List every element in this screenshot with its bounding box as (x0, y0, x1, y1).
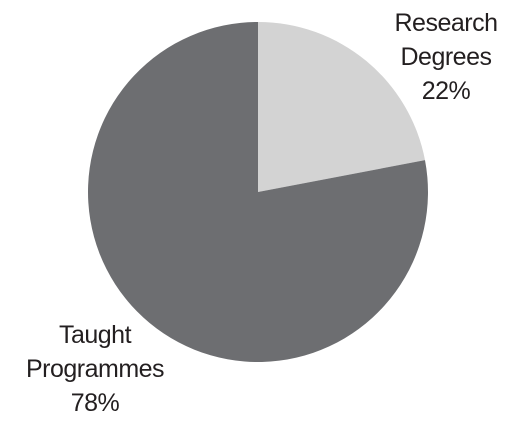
slice-label: Taught Programmes 78% (15, 318, 175, 420)
value-label: 78% (70, 389, 120, 417)
pie-slice (88, 22, 429, 363)
category-label: Research Degrees (394, 9, 499, 71)
pie-slice (258, 22, 425, 192)
slice-label: Research Degrees 22% (376, 6, 516, 108)
category-label: Taught Programmes (25, 321, 165, 383)
value-label: 22% (421, 77, 471, 105)
